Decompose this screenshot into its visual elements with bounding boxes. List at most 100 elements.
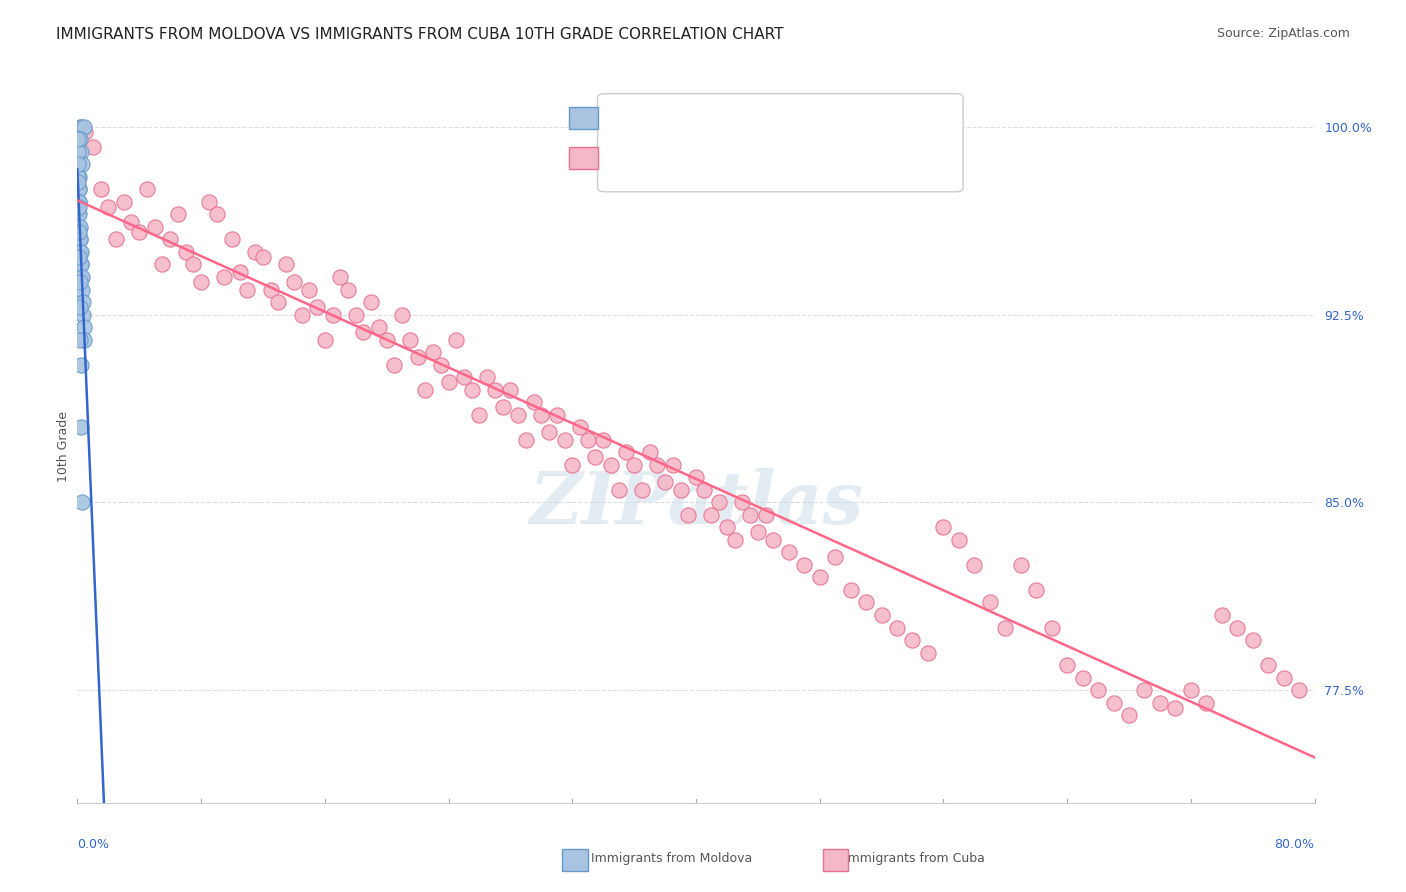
Point (70, 358, 93, 372)
Point (631, 483, 654, 497)
Point (70, 270, 93, 285)
Point (685, 470, 707, 484)
Point (932, 520, 955, 534)
Point (368, 320, 391, 334)
Point (67, 225, 90, 239)
Point (1010, 558, 1032, 572)
Point (724, 533, 747, 547)
Point (353, 325, 375, 339)
Point (623, 458, 645, 472)
Point (70, 157, 93, 171)
Point (484, 383, 506, 397)
Point (963, 558, 986, 572)
Point (515, 433, 537, 447)
Point (391, 308, 413, 322)
Text: 124: 124 (808, 156, 838, 170)
Point (72, 495, 94, 509)
Text: R =: R = (612, 116, 637, 130)
Point (1040, 621, 1063, 635)
Point (252, 250, 274, 264)
Point (97, 200, 120, 214)
Point (314, 333, 336, 347)
Point (70, 283, 93, 297)
Point (669, 483, 692, 497)
Point (329, 270, 352, 285)
Text: 42: 42 (808, 116, 828, 130)
Point (1226, 621, 1249, 635)
Point (190, 275, 212, 289)
Point (70, 420, 93, 434)
Point (508, 408, 530, 422)
Point (477, 370, 499, 384)
Point (159, 232, 181, 246)
Point (406, 350, 429, 364)
Point (73, 320, 96, 334)
Point (1087, 683, 1109, 698)
Point (260, 283, 283, 297)
Point (561, 458, 583, 472)
Point (917, 646, 939, 660)
Point (70, 145, 93, 159)
Point (67, 194, 90, 209)
Point (69, 232, 91, 246)
Point (67, 145, 90, 159)
Text: N =: N = (745, 116, 772, 130)
Point (245, 244, 267, 259)
Text: Source: ZipAtlas.com: Source: ZipAtlas.com (1216, 27, 1350, 40)
Point (437, 375, 460, 389)
Point (1102, 696, 1125, 710)
Point (1211, 607, 1233, 622)
Point (67, 207, 90, 221)
Point (538, 425, 561, 440)
Point (461, 383, 484, 397)
Point (855, 595, 877, 609)
Point (554, 433, 576, 447)
Point (69, 132, 91, 146)
Text: IMMIGRANTS FROM MOLDOVA VS IMMIGRANTS FROM CUBA 10TH GRADE CORRELATION CHART: IMMIGRANTS FROM MOLDOVA VS IMMIGRANTS FR… (56, 27, 783, 42)
Point (174, 244, 197, 259)
Point (747, 525, 769, 540)
Point (291, 308, 314, 322)
Point (229, 265, 252, 279)
Point (183, 257, 205, 271)
Point (886, 621, 908, 635)
Point (267, 295, 290, 310)
Point (716, 520, 738, 534)
Point (530, 408, 553, 422)
Point (276, 257, 298, 271)
Point (901, 633, 924, 648)
Point (167, 207, 190, 221)
Y-axis label: 10th Grade: 10th Grade (58, 410, 70, 482)
Point (600, 458, 623, 472)
Point (1133, 683, 1156, 698)
Text: Immigrants from Cuba: Immigrants from Cuba (844, 852, 984, 864)
Point (67, 182, 90, 196)
Point (67, 200, 90, 214)
Point (607, 483, 630, 497)
Text: ZIPatlas: ZIPatlas (529, 467, 863, 539)
Point (468, 408, 491, 422)
Point (616, 445, 638, 459)
Point (322, 308, 344, 322)
Point (66, 132, 89, 146)
Point (298, 283, 321, 297)
Point (69, 169, 91, 184)
Point (67, 250, 90, 264)
Point (69, 120, 91, 134)
Point (678, 508, 700, 522)
Point (1056, 658, 1078, 673)
Point (700, 508, 723, 522)
Point (1149, 696, 1171, 710)
Point (399, 333, 422, 347)
Point (198, 194, 221, 209)
Point (66, 157, 89, 171)
Point (1071, 671, 1094, 685)
Point (979, 595, 1001, 609)
Point (69, 333, 91, 347)
Point (1288, 683, 1310, 698)
Point (375, 333, 398, 347)
Point (360, 295, 382, 310)
Point (569, 420, 592, 434)
Point (740, 508, 762, 522)
Point (221, 232, 243, 246)
